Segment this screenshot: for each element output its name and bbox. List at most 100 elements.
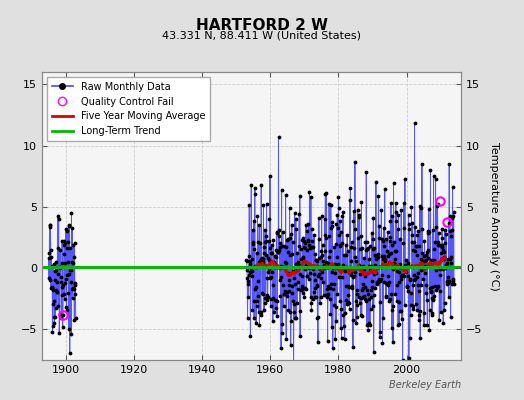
Point xyxy=(382,236,390,242)
Point xyxy=(253,213,261,220)
Point xyxy=(348,283,356,289)
Point xyxy=(419,253,428,259)
Point xyxy=(436,266,444,272)
Point xyxy=(303,237,312,244)
Point xyxy=(425,326,433,333)
Point xyxy=(437,309,445,315)
Point xyxy=(53,279,61,285)
Point xyxy=(260,239,269,246)
Point xyxy=(346,197,354,204)
Text: 43.331 N, 88.411 W (United States): 43.331 N, 88.411 W (United States) xyxy=(162,30,362,40)
Point xyxy=(324,260,333,266)
Point xyxy=(327,224,335,231)
Point xyxy=(373,281,381,287)
Point xyxy=(394,262,402,268)
Point xyxy=(62,304,71,310)
Point xyxy=(322,235,330,242)
Point xyxy=(350,218,358,224)
Point xyxy=(272,229,281,235)
Point xyxy=(368,230,376,236)
Point xyxy=(291,315,299,321)
Point xyxy=(331,240,340,247)
Point xyxy=(296,308,304,314)
Point xyxy=(47,284,56,291)
Point xyxy=(283,270,292,276)
Point xyxy=(301,240,309,246)
Point xyxy=(356,271,365,278)
Point xyxy=(406,276,414,283)
Point xyxy=(450,209,458,215)
Point xyxy=(416,205,424,212)
Point xyxy=(260,307,268,314)
Point xyxy=(382,294,390,300)
Point xyxy=(410,276,419,283)
Point xyxy=(420,322,428,328)
Point xyxy=(395,298,403,305)
Point xyxy=(50,277,59,283)
Point xyxy=(266,245,275,251)
Point xyxy=(316,275,325,282)
Point xyxy=(309,263,318,269)
Point xyxy=(46,222,54,228)
Point xyxy=(424,247,432,254)
Point xyxy=(350,208,358,214)
Point xyxy=(405,221,413,227)
Point xyxy=(275,233,283,240)
Point xyxy=(265,216,274,223)
Point xyxy=(294,279,302,285)
Point xyxy=(438,244,446,250)
Point xyxy=(289,239,297,246)
Point xyxy=(318,212,326,219)
Point xyxy=(353,290,361,297)
Point xyxy=(440,254,448,260)
Point xyxy=(362,169,370,176)
Point xyxy=(425,228,433,235)
Point xyxy=(360,266,368,272)
Point xyxy=(403,282,412,289)
Point xyxy=(313,315,322,322)
Point xyxy=(284,307,292,313)
Point xyxy=(282,288,291,295)
Point xyxy=(67,331,75,337)
Point xyxy=(255,322,264,328)
Point xyxy=(71,280,79,286)
Point xyxy=(335,274,343,280)
Point xyxy=(310,232,318,238)
Point xyxy=(366,321,374,328)
Point xyxy=(278,242,287,249)
Point xyxy=(372,179,380,186)
Point xyxy=(276,240,285,246)
Point xyxy=(256,240,265,246)
Point xyxy=(372,253,380,259)
Point xyxy=(365,256,373,262)
Point xyxy=(439,320,447,326)
Point xyxy=(389,338,397,345)
Point xyxy=(263,201,271,208)
Point xyxy=(45,274,53,281)
Point xyxy=(311,251,319,258)
Point xyxy=(376,299,385,305)
Point xyxy=(424,206,433,212)
Point xyxy=(277,186,286,193)
Point xyxy=(397,308,405,315)
Point xyxy=(249,241,257,247)
Point xyxy=(442,281,451,287)
Point xyxy=(392,209,400,216)
Point xyxy=(335,243,344,249)
Point xyxy=(282,244,290,250)
Point xyxy=(376,334,384,340)
Point xyxy=(381,293,390,300)
Point xyxy=(438,234,446,241)
Point xyxy=(288,222,296,229)
Point xyxy=(390,239,399,246)
Point xyxy=(437,250,445,256)
Point xyxy=(293,250,301,256)
Point xyxy=(69,294,77,301)
Point xyxy=(272,254,280,260)
Point xyxy=(445,161,453,167)
Point xyxy=(386,234,394,240)
Legend: Raw Monthly Data, Quality Control Fail, Five Year Moving Average, Long-Term Tren: Raw Monthly Data, Quality Control Fail, … xyxy=(47,77,210,141)
Point xyxy=(312,283,321,289)
Point xyxy=(302,222,310,228)
Point xyxy=(312,257,320,263)
